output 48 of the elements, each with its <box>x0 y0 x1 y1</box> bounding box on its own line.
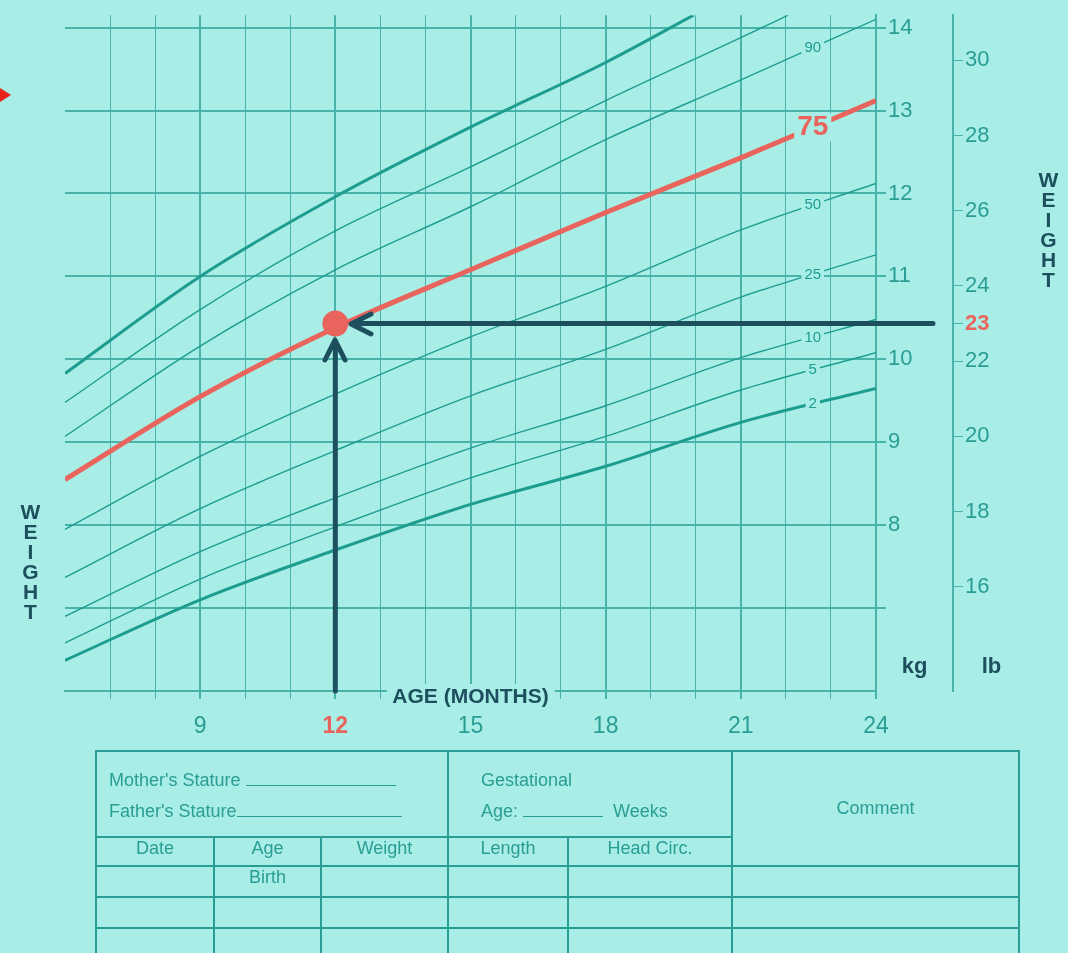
x-tick-label: 15 <box>457 712 484 739</box>
y-tick-label: 8 <box>888 511 901 537</box>
text: Length <box>448 837 568 866</box>
y2-tick-label: 24 <box>965 272 990 298</box>
x-axis-title: AGE (MONTHS) <box>386 684 555 708</box>
series-label: 5 <box>808 360 817 378</box>
text: kg <box>901 653 928 679</box>
series-label: 2 <box>808 394 817 412</box>
series-label: 25 <box>804 264 822 282</box>
series-label: 75 <box>797 110 829 142</box>
text: Date <box>96 837 214 866</box>
series-label: 50 <box>804 195 822 213</box>
y2-tick-label: 28 <box>965 121 990 147</box>
x-tick-label: 9 <box>193 712 207 739</box>
x-tick-label: 12 <box>322 712 349 739</box>
text: Mother's Stature <box>108 769 242 791</box>
text: Head Circ. <box>568 837 732 866</box>
text: Comment <box>732 751 1019 866</box>
y2-tick-label: 26 <box>965 196 990 222</box>
series-label: 90 <box>804 37 822 55</box>
series-label: 10 <box>804 327 822 345</box>
x-tick-label: 18 <box>592 712 619 739</box>
text: Father's Stature <box>108 800 238 822</box>
y2-tick-label: 22 <box>965 347 990 373</box>
text: Weeks <box>613 801 668 821</box>
y-tick-label: 14 <box>888 13 913 39</box>
x-tick-label: 21 <box>728 712 754 739</box>
text: lb <box>981 653 1002 679</box>
y-tick-label: 13 <box>888 96 913 122</box>
line-series <box>65 15 789 404</box>
y2-tick-label: 16 <box>965 572 990 598</box>
text: Gestational <box>480 769 574 791</box>
y2-tick-label: 20 <box>965 422 990 448</box>
y-tick-label: 9 <box>888 428 901 454</box>
text: Age <box>214 837 321 866</box>
y-tick-label: 12 <box>888 179 913 205</box>
line-series <box>65 15 696 375</box>
y-tick-label: 11 <box>888 262 911 288</box>
y2-axis-title: WEIGHT <box>1037 168 1060 288</box>
y2-tick-label: 23 <box>965 309 990 335</box>
text: Weight <box>321 837 448 866</box>
y-tick-label: 10 <box>888 345 913 371</box>
text: Age: <box>481 801 519 821</box>
y-axis-title: WEIGHT <box>19 500 42 620</box>
text: Birth <box>214 866 321 897</box>
y2-tick-label: 30 <box>965 46 990 72</box>
x-tick-label: 24 <box>863 712 889 739</box>
y2-tick-label: 18 <box>965 497 990 523</box>
